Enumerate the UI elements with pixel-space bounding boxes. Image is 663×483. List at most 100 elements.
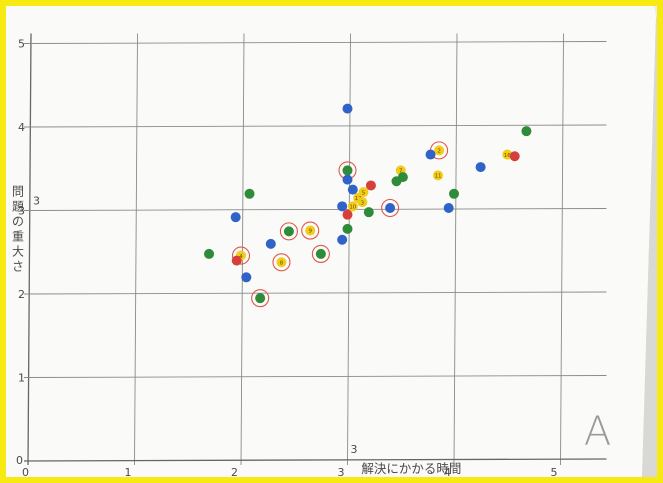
point-label: 10 bbox=[349, 205, 356, 211]
grid-hline-4 bbox=[23, 124, 607, 128]
grid-vline-0 bbox=[27, 33, 32, 466]
y-label-char: 重 bbox=[12, 229, 24, 243]
y-label-char: 大 bbox=[12, 244, 24, 258]
point-ring bbox=[381, 198, 400, 218]
point-dot-green bbox=[363, 207, 374, 218]
grid-hline-3 bbox=[23, 208, 607, 211]
data-point bbox=[443, 202, 454, 213]
data-point bbox=[425, 149, 436, 160]
y-label-char: 題 bbox=[12, 199, 24, 213]
data-point: 3 bbox=[357, 197, 368, 208]
data-point bbox=[342, 209, 353, 220]
grid-vline-1 bbox=[134, 33, 138, 466]
point-dot-green bbox=[283, 226, 294, 237]
point-dot-green bbox=[255, 293, 266, 304]
data-point: 9 bbox=[301, 221, 320, 240]
point-dot-blue bbox=[425, 149, 436, 160]
x-tick-1: 1 bbox=[125, 466, 132, 477]
data-point bbox=[342, 223, 353, 234]
point-dot-blue bbox=[241, 272, 252, 283]
point-dot-green bbox=[315, 248, 326, 259]
data-point bbox=[391, 176, 402, 187]
data-point bbox=[347, 184, 358, 195]
data-point bbox=[230, 212, 241, 223]
point-label: 7 bbox=[399, 169, 403, 175]
data-point bbox=[475, 162, 486, 173]
x-tick-0: 0 bbox=[22, 466, 29, 477]
point-dot-blue bbox=[443, 202, 454, 213]
point-ring bbox=[272, 253, 291, 272]
grid-vline-5 bbox=[560, 33, 564, 466]
point-dot-blue bbox=[342, 174, 353, 185]
point-dot-yellow bbox=[502, 149, 513, 160]
point-dot-green bbox=[342, 165, 353, 176]
point-label: 9 bbox=[308, 229, 312, 235]
data-point: 11 bbox=[433, 170, 444, 181]
data-point bbox=[337, 201, 348, 212]
point-dot-blue bbox=[347, 184, 358, 195]
point-label: 4 bbox=[239, 254, 243, 260]
point-label: 16 bbox=[504, 153, 511, 159]
point-ring bbox=[279, 222, 298, 241]
y-tick-1: 1 bbox=[18, 372, 25, 385]
point-label: 11 bbox=[435, 174, 442, 180]
data-point bbox=[381, 198, 400, 218]
point-ring bbox=[251, 289, 270, 308]
point-ring bbox=[301, 221, 320, 240]
point-dot-blue bbox=[337, 234, 348, 245]
point-dot-green bbox=[449, 188, 459, 199]
y-tick-2: 2 bbox=[18, 288, 25, 301]
point-dot-green bbox=[521, 126, 532, 137]
point-dot-red bbox=[342, 209, 353, 220]
y-tick-4: 4 bbox=[18, 121, 25, 134]
point-dot-blue bbox=[265, 238, 276, 249]
point-ring bbox=[311, 244, 330, 263]
y-label-char: さ bbox=[12, 259, 24, 273]
data-point: 8 bbox=[272, 253, 291, 272]
data-point bbox=[311, 244, 330, 263]
point-dot-green bbox=[342, 223, 353, 234]
grid-hline-0 bbox=[23, 458, 607, 462]
point-dot-blue bbox=[342, 103, 353, 114]
x-tick-4: 4 bbox=[444, 466, 451, 477]
point-dot-yellow bbox=[347, 201, 358, 212]
data-point bbox=[342, 103, 353, 114]
x-axis-extra-three: 3 bbox=[351, 443, 358, 456]
point-dot-blue bbox=[337, 201, 348, 212]
point-dot-yellow bbox=[357, 197, 368, 208]
data-point bbox=[342, 174, 353, 185]
paper-shadow bbox=[642, 16, 657, 477]
point-label: 3 bbox=[361, 200, 365, 206]
x-tick-5: 5 bbox=[551, 466, 558, 477]
point-label: 5 bbox=[362, 190, 366, 196]
point-dot-yellow bbox=[433, 170, 444, 181]
data-point bbox=[365, 180, 376, 191]
point-dot-yellow bbox=[305, 225, 316, 236]
data-point bbox=[241, 272, 252, 283]
grid-hline-2 bbox=[23, 291, 607, 295]
x-axis-label: 解決にかかる時間 bbox=[361, 461, 461, 476]
grid-vline-2 bbox=[240, 33, 245, 466]
y-label-char: の bbox=[12, 214, 24, 228]
point-dot-yellow bbox=[276, 257, 287, 268]
point-dot-green bbox=[204, 248, 215, 259]
point-dot-green bbox=[391, 176, 402, 187]
grid-hline-1 bbox=[23, 375, 607, 378]
data-point bbox=[231, 255, 242, 266]
point-dot-red bbox=[509, 151, 520, 162]
point-dot-green bbox=[244, 188, 255, 199]
data-point bbox=[509, 151, 520, 162]
point-dot-blue bbox=[475, 162, 486, 173]
data-point bbox=[251, 289, 270, 308]
point-label: 2 bbox=[437, 149, 441, 155]
point-label: 12 bbox=[355, 196, 362, 202]
data-point bbox=[521, 126, 532, 137]
data-point: 10 bbox=[347, 201, 358, 212]
x-tick-2: 2 bbox=[231, 466, 238, 477]
y-tick-3: 3 bbox=[18, 205, 25, 218]
